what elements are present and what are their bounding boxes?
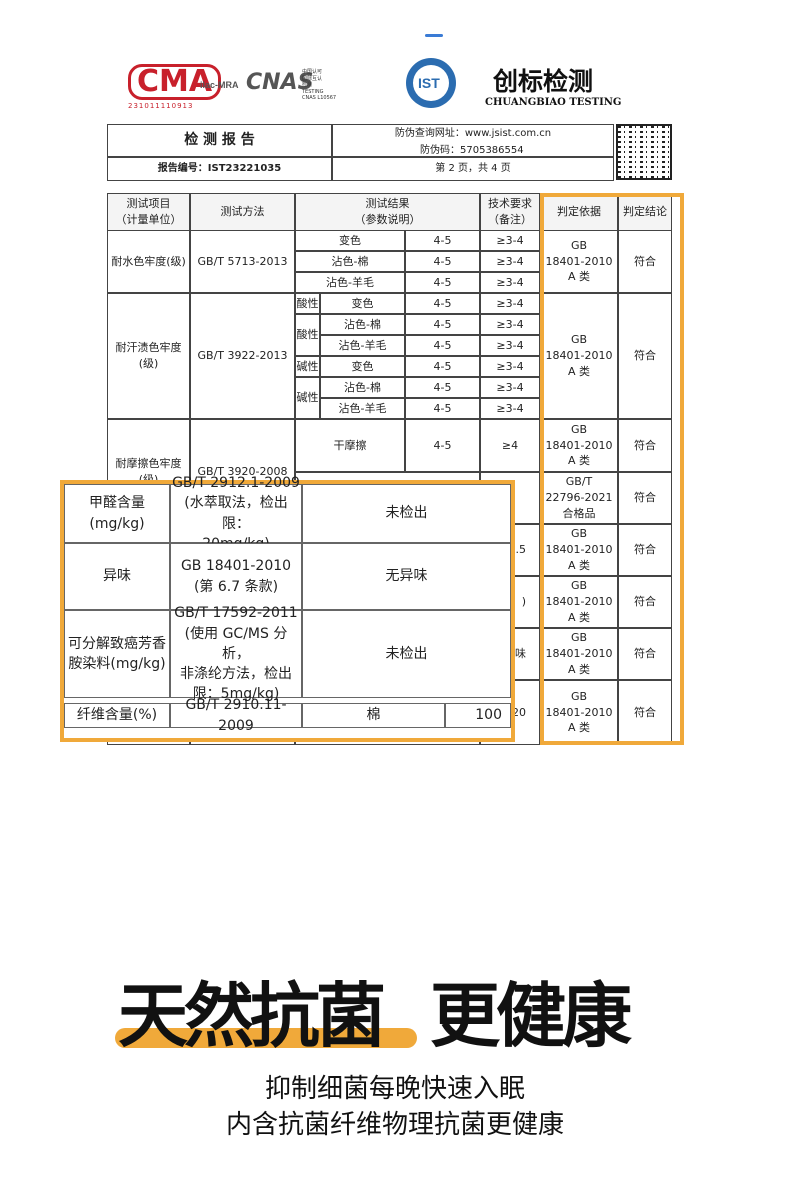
- cnas-logo: CNAS: [246, 70, 314, 95]
- table-cell: 沾色-棉: [320, 377, 405, 398]
- table-cell: 符合: [618, 472, 672, 524]
- qr-code: [616, 124, 672, 180]
- table-cell: 耐汗渍色牢度 (级): [107, 293, 190, 419]
- table-cell: 4-5: [405, 377, 480, 398]
- table-cell: 异味: [64, 543, 170, 610]
- table-cell: ≥3-4: [480, 398, 540, 419]
- ilac-logo: ilac-MRA: [200, 80, 239, 90]
- subtitle-line: 内含抗菌纤维物理抗菌更健康: [225, 1110, 564, 1140]
- table-cell: 4-5: [405, 335, 480, 356]
- table-cell: ≥3-4: [480, 356, 540, 377]
- table-cell: 变色: [320, 356, 405, 377]
- table-cell: GB 18401-2010 A 类: [540, 576, 618, 628]
- cma-logo: CMA: [128, 64, 222, 100]
- table-cell: 4-5: [405, 293, 480, 314]
- table-cell: 可分解致癌芳香 胺染料(mg/kg): [64, 610, 170, 698]
- ist-logo-text: IST: [418, 75, 440, 91]
- table-cell: ≥3-4: [480, 293, 540, 314]
- table-cell: 无异味: [302, 543, 511, 610]
- table-cell: 耐水色牢度(级): [107, 230, 190, 293]
- table-cell: 沾色-羊毛: [320, 398, 405, 419]
- table-cell: 测试方法: [190, 193, 295, 231]
- table-cell: GB 18401-2010 A 类: [540, 680, 618, 745]
- table-cell: 干摩擦: [295, 419, 405, 472]
- table-cell: 沾色-棉: [320, 314, 405, 335]
- table-cell: GB/T 3922-2013: [190, 293, 295, 419]
- table-cell: ≥4: [480, 419, 540, 472]
- subtitle-line: 抑制细菌每晚快速入眠: [264, 1074, 525, 1104]
- table-cell: 4-5: [405, 272, 480, 293]
- table-cell: 测试项目 （计量单位）: [107, 193, 190, 231]
- ist-logo-inner: [413, 65, 449, 101]
- table-cell: 沾色-羊毛: [320, 335, 405, 356]
- brand-name: 创标检测: [493, 67, 594, 96]
- table-cell: ≥3-4: [480, 272, 540, 293]
- table-cell: 符合: [618, 230, 672, 293]
- table-cell: 4-5: [405, 230, 480, 251]
- cnas-note: 中国认可 国际互认 检测 TESTING CNAS L10567: [302, 69, 337, 101]
- table-cell: 符合: [618, 628, 672, 680]
- table-cell: ≥3-4: [480, 230, 540, 251]
- table-cell: 碱性: [295, 377, 320, 419]
- table-cell: 棉: [302, 703, 445, 728]
- table-cell: 符合: [618, 524, 672, 576]
- table-cell: GB/T 2912.1-2009 (水萃取法，检出限： 20mg/kg): [170, 475, 302, 552]
- table-cell: 4-5: [405, 314, 480, 335]
- table-cell: 纤维含量(%): [64, 703, 170, 728]
- table-cell: 4-5: [405, 356, 480, 377]
- table-cell: 防伪查询网址：www.jsist.com.cn: [332, 124, 614, 157]
- table-cell: 变色: [320, 293, 405, 314]
- report-code: 防伪码：5705386554: [420, 145, 524, 156]
- table-cell: 甲醛含量 (mg/kg): [64, 484, 170, 543]
- highlight-box: [540, 193, 684, 745]
- cma-number: 231011110913: [128, 102, 194, 110]
- table-cell: 100: [445, 703, 511, 728]
- table-cell: GB 18401-2010 A 类: [540, 628, 618, 680]
- table-cell: GB/T 17592-2011 (使用 GC/MS 分析， 非涤纶方法，检出 限…: [170, 605, 302, 702]
- table-cell: GB/T 2910.11-2009: [170, 697, 302, 734]
- table-cell: ≥3-4: [480, 377, 540, 398]
- table-cell: GB/T 5713-2013: [190, 230, 295, 293]
- headline-main: 天然抗菌: [118, 975, 386, 1057]
- headline-rest: 更健康: [430, 975, 632, 1057]
- table-cell: 味: [515, 647, 526, 661]
- table-cell: 检 测 报 告: [107, 124, 332, 157]
- table-cell: 第 2 页，共 4 页: [332, 157, 614, 181]
- table-cell: 测试结果 （参数说明）: [295, 193, 480, 231]
- table-cell: GB/T 22796-2021 合格品: [540, 472, 618, 524]
- table-cell: 符合: [618, 576, 672, 628]
- table-cell: 变色: [295, 230, 405, 251]
- table-cell: ): [521, 595, 526, 609]
- table-cell: ≥3-4: [480, 251, 540, 272]
- table-cell: GB 18401-2010 A 类: [540, 524, 618, 576]
- brand-name-en: CHUANGBIAO TESTING: [485, 97, 622, 108]
- table-cell: ≥3-4: [480, 335, 540, 356]
- table-cell: 未检出: [302, 610, 511, 698]
- table-cell: 4-5: [405, 398, 480, 419]
- table-cell: 沾色-羊毛: [295, 272, 405, 293]
- table-cell: 技术要求 （备注）: [480, 193, 540, 231]
- table-cell: 符合: [618, 293, 672, 419]
- table-cell: 沾色-棉: [295, 251, 405, 272]
- table-cell: 报告编号：IST23221035: [107, 157, 332, 181]
- table-cell: ≥3-4: [480, 314, 540, 335]
- dot: [425, 34, 443, 37]
- table-cell: GB 18401-2010 A 类: [540, 293, 618, 419]
- table-cell: 20: [512, 705, 526, 719]
- highlight-bar: [115, 1028, 417, 1048]
- table-cell: 酸性: [295, 293, 320, 314]
- table-cell: GB 18401-2010 (第 6.7 条款): [170, 543, 302, 610]
- table-cell: GB 18401-2010 A 类: [540, 419, 618, 472]
- table-cell: GB 18401-2010 A 类: [540, 230, 618, 293]
- table-cell: 碱性: [295, 356, 320, 377]
- table-cell: 符合: [618, 419, 672, 472]
- table-cell: 未检出: [302, 484, 511, 543]
- table-cell: 4-5: [405, 251, 480, 272]
- table-cell: 酸性: [295, 314, 320, 356]
- table-cell: 4-5: [405, 419, 480, 472]
